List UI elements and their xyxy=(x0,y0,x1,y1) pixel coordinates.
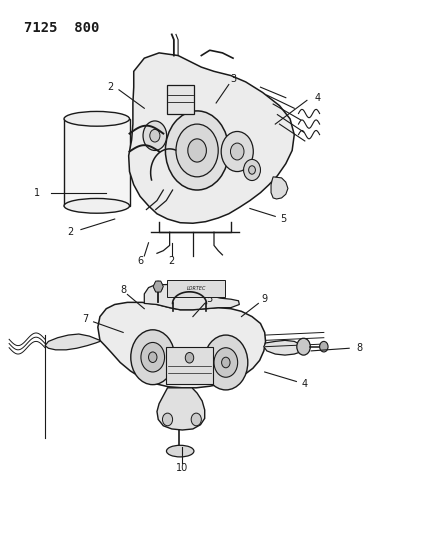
Text: 2: 2 xyxy=(67,227,74,237)
Circle shape xyxy=(320,342,328,352)
Text: 4: 4 xyxy=(302,378,308,389)
Circle shape xyxy=(221,132,253,172)
Text: 10: 10 xyxy=(176,463,188,473)
Circle shape xyxy=(191,413,201,426)
Polygon shape xyxy=(98,302,265,388)
Circle shape xyxy=(154,281,163,292)
Text: 8: 8 xyxy=(120,285,126,295)
Circle shape xyxy=(214,348,238,377)
Circle shape xyxy=(149,352,157,362)
Circle shape xyxy=(249,166,256,174)
Circle shape xyxy=(165,111,229,190)
Text: 7125  800: 7125 800 xyxy=(24,21,99,35)
FancyBboxPatch shape xyxy=(166,85,194,114)
Bar xyxy=(64,119,130,206)
Circle shape xyxy=(185,352,194,363)
Text: LORTEC: LORTEC xyxy=(187,286,206,290)
Text: 4: 4 xyxy=(315,93,321,103)
Circle shape xyxy=(244,159,261,181)
Ellipse shape xyxy=(64,198,130,213)
FancyBboxPatch shape xyxy=(166,347,213,384)
Circle shape xyxy=(141,342,165,372)
Text: 6: 6 xyxy=(137,256,143,266)
Circle shape xyxy=(150,130,160,142)
Ellipse shape xyxy=(166,445,194,457)
Text: 2: 2 xyxy=(169,256,175,266)
Polygon shape xyxy=(129,53,294,223)
Circle shape xyxy=(204,335,248,390)
Polygon shape xyxy=(153,281,163,292)
Text: 1: 1 xyxy=(33,188,40,198)
Text: 7: 7 xyxy=(82,314,88,324)
Polygon shape xyxy=(157,388,205,430)
Circle shape xyxy=(143,121,166,150)
Text: 5: 5 xyxy=(207,294,213,304)
Text: 5: 5 xyxy=(281,214,287,224)
Text: 9: 9 xyxy=(262,294,268,304)
Ellipse shape xyxy=(64,111,130,126)
Circle shape xyxy=(163,413,172,426)
Circle shape xyxy=(230,143,244,160)
Text: 2: 2 xyxy=(107,82,113,92)
Polygon shape xyxy=(144,285,239,310)
Circle shape xyxy=(176,124,218,177)
Circle shape xyxy=(297,338,310,355)
Circle shape xyxy=(131,330,175,385)
Circle shape xyxy=(222,357,230,368)
Polygon shape xyxy=(264,341,303,355)
Polygon shape xyxy=(45,334,100,350)
FancyBboxPatch shape xyxy=(166,280,226,296)
Circle shape xyxy=(188,139,206,162)
Polygon shape xyxy=(271,177,288,199)
Text: 8: 8 xyxy=(357,343,363,353)
Text: 3: 3 xyxy=(230,74,236,84)
